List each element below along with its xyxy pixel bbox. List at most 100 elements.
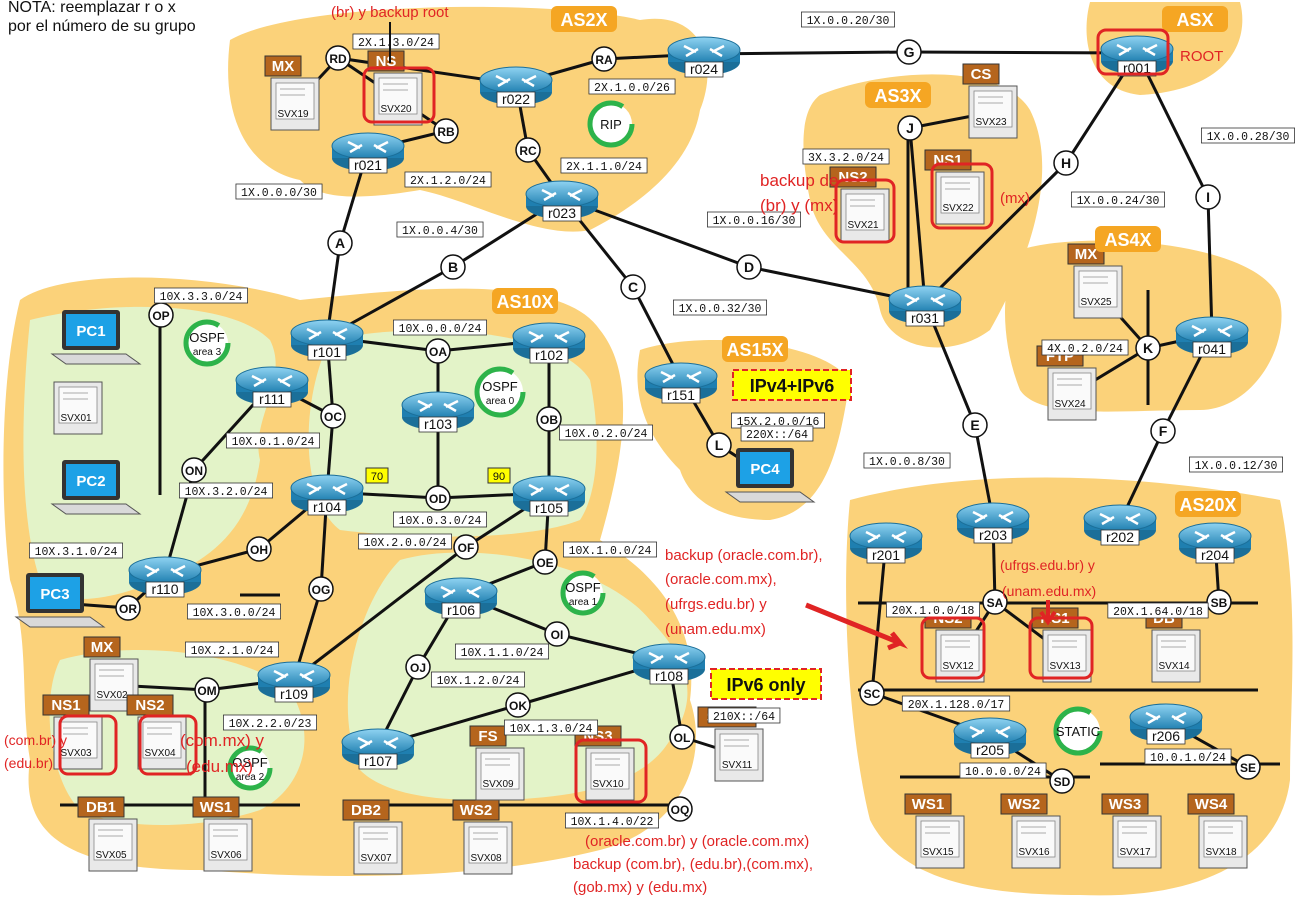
link-node-circle	[897, 115, 923, 141]
role-tag	[1101, 793, 1149, 815]
subnet-label: 10.0.0.0/24	[959, 762, 1047, 779]
link-node-circle	[669, 724, 695, 750]
role-tag	[829, 166, 877, 188]
subnet-box	[504, 719, 598, 736]
subnet-box	[1144, 748, 1232, 765]
protocol-label: OSPF	[565, 580, 600, 595]
ipv4-ipv6-tag: IPv4+IPv6	[732, 369, 852, 401]
note-left-3: (com.mx) y	[180, 731, 265, 750]
server-label: SVX14	[1158, 661, 1190, 672]
link-node-circle	[1049, 768, 1075, 794]
subnet-text: 4X.0.2.0/24	[1047, 343, 1123, 356]
subnet-text: 3X.3.2.0/24	[808, 152, 884, 165]
note-mid-3: (ufrgs.edu.br) y	[665, 596, 767, 613]
as-label-as20x: AS20X	[1175, 491, 1241, 517]
as-label-text: AS3X	[874, 86, 921, 106]
ip-tag-text: IPv4+IPv6	[750, 376, 835, 396]
subnet-box	[352, 33, 440, 50]
note-mid-1: backup (oracle.com.br),	[665, 547, 823, 564]
server-icon	[475, 747, 525, 801]
subnet-box	[185, 641, 279, 658]
highlight-border	[1028, 616, 1094, 680]
server-svx07: SVX07 DB2	[342, 799, 403, 875]
router-label: r024	[690, 61, 718, 77]
server-svx18: SVX18 WS4	[1187, 793, 1248, 869]
link-node-c: C	[620, 274, 646, 300]
red-arrow-icon	[805, 602, 908, 651]
note-top-red: (br) y backup root	[331, 4, 449, 21]
highlight-border	[930, 162, 994, 230]
router-label-box	[1117, 60, 1157, 77]
server-label: SVX03	[60, 748, 92, 759]
subnet-box	[358, 533, 452, 550]
subnet-label: 10X.1.3.0/24	[504, 719, 598, 736]
role-label: WS1	[200, 799, 233, 816]
as-label-text: AS15X	[726, 340, 783, 360]
as-label-as4x: AS4X	[1095, 226, 1161, 252]
role-tag	[77, 796, 125, 818]
server-icon	[1198, 815, 1248, 869]
subnet-label: 20X.1.128.0/17	[901, 695, 1011, 712]
role-label: FS	[478, 728, 497, 745]
server-icon	[373, 72, 423, 126]
protocol-label: OSPF	[482, 379, 517, 394]
subnet-box	[179, 482, 273, 499]
link-node-f: F	[1150, 418, 1176, 444]
router-label: r104	[313, 499, 341, 515]
link-node-label: OH	[250, 543, 268, 557]
router-label: r204	[1201, 547, 1229, 563]
link-node-circle	[859, 680, 885, 706]
ospf-area0-badge: OSPF area 0	[474, 366, 526, 418]
link-node-label: OL	[674, 731, 691, 745]
link-node-label: ON	[185, 464, 203, 478]
link-node-od: OD	[425, 485, 451, 511]
subnet-label: 210X::/64	[707, 707, 781, 724]
link-node-circle	[1053, 150, 1079, 176]
link-node-label: B	[448, 259, 458, 275]
router-label-box	[661, 387, 701, 404]
router-label-box	[970, 742, 1010, 759]
subnet-box	[563, 541, 657, 558]
note-header-2: por el número de su grupo	[8, 18, 196, 35]
link-node-label: L	[715, 437, 724, 453]
link-node-circle	[736, 254, 762, 280]
cost-value: 70	[371, 471, 383, 483]
server-label: SVX08	[470, 853, 502, 864]
link-node-circle	[194, 677, 220, 703]
subnet-box	[1189, 456, 1283, 473]
link-node-i: I	[1195, 184, 1221, 210]
pc-label: PC4	[750, 461, 780, 478]
link-node-label: C	[628, 279, 638, 295]
router-r023: r023	[524, 179, 600, 222]
server-label: SVX12	[942, 661, 974, 672]
subnet-box	[673, 299, 767, 316]
role-tag	[264, 55, 302, 77]
router-label-box	[145, 581, 185, 598]
router-r104: r104	[289, 473, 365, 516]
server-svx03: SVX03 NS1	[42, 694, 103, 770]
subnet-text: 1X.0.0.20/30	[807, 15, 890, 28]
server-icon	[137, 716, 187, 770]
link-node-circle	[505, 692, 531, 718]
pc-pc3: PC3	[15, 572, 105, 628]
link-node-of: OF	[453, 534, 479, 560]
link-node-label: SB	[1211, 596, 1228, 610]
subnet-box	[223, 714, 317, 731]
role-label: NS1	[933, 152, 962, 169]
link-node-label: J	[906, 120, 914, 136]
subnet-box	[588, 78, 676, 95]
server-label: SVX15	[922, 847, 954, 858]
router-r111: r111	[234, 365, 310, 408]
link-node-circle	[982, 589, 1008, 615]
as-label-as15x: AS15X	[722, 336, 788, 362]
subnet-text: 1X.0.0.12/30	[1195, 460, 1278, 473]
subnet-text: 10X.0.2.0/24	[565, 428, 648, 441]
router-label-box	[1192, 341, 1232, 358]
subnet-text: 10X.2.2.0/23	[229, 718, 312, 731]
as-label-asx: ASX	[1162, 6, 1228, 32]
router-r041: r041	[1174, 315, 1250, 358]
router-label-box	[307, 344, 347, 361]
link-node-label: D	[744, 259, 754, 275]
server-label: SVX01	[60, 413, 92, 424]
role-label: NS2	[838, 169, 867, 186]
